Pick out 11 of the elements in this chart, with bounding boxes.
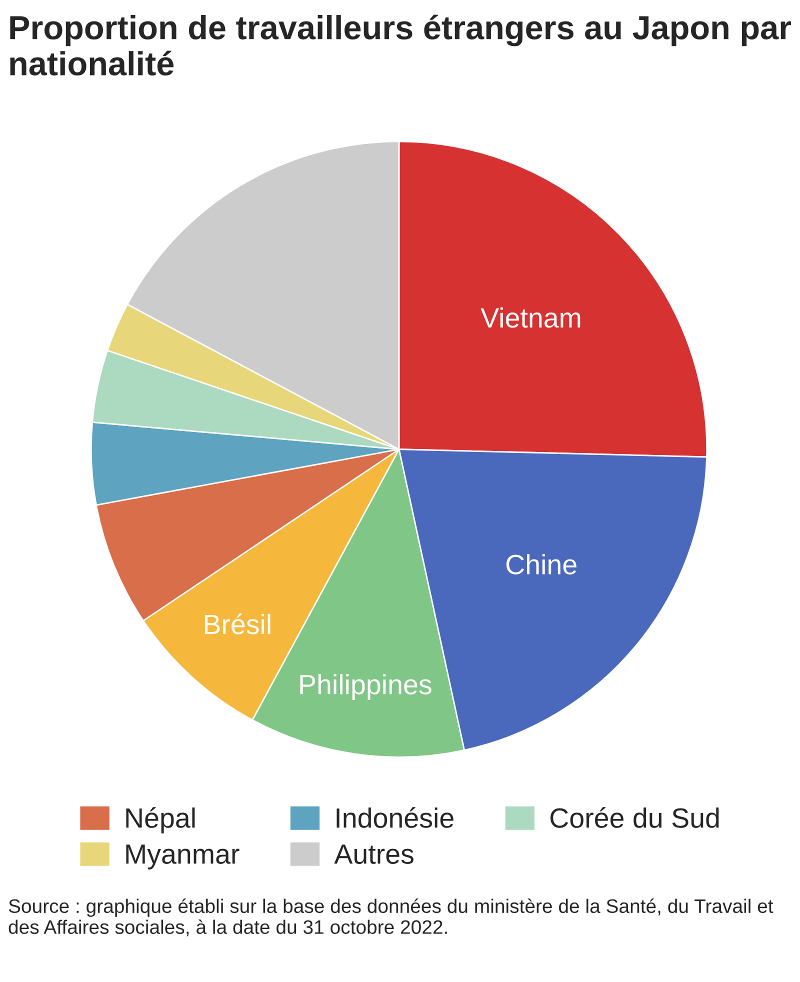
legend-label: Indonésie [336,807,454,828]
slice-label: Philippines [300,674,432,700]
chart-title: Proportion de travailleurs étrangers au Japon par nationalité [10,14,792,76]
slice-label: Brésil [204,614,270,634]
legend-label: Corée du Sud [550,807,719,828]
legend-label: Myanmar [126,844,240,870]
slice-label: Chine [506,554,576,574]
legend-label: Autres [334,844,414,864]
legend-label: Népal [126,807,195,834]
source-note: Source : graphique établi sur la base des données du ministère de la Santé, du Travail et des Affaires sociales, à la date du 31 octobre 2022. [8,898,774,936]
slice-label: Vietnam [480,307,580,328]
